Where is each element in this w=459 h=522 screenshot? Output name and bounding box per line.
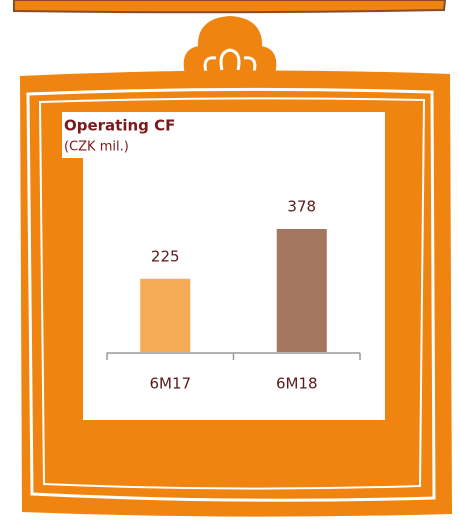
x-tick-label: 6M18 — [276, 375, 318, 393]
bar — [276, 229, 327, 352]
top-strip — [13, 0, 447, 14]
bar — [140, 278, 191, 352]
chart-panel — [62, 112, 385, 420]
chart-title: Operating CF — [64, 117, 175, 135]
frame-line — [26, 87, 436, 502]
data-label: 225 — [151, 247, 180, 265]
ornament-lines — [203, 48, 257, 73]
frame-ornament — [183, 15, 277, 80]
frame-line — [38, 97, 426, 490]
data-label: 378 — [287, 198, 316, 216]
chart-subtitle: (CZK mil.) — [64, 140, 129, 155]
x-tick-label: 6M17 — [149, 375, 191, 393]
